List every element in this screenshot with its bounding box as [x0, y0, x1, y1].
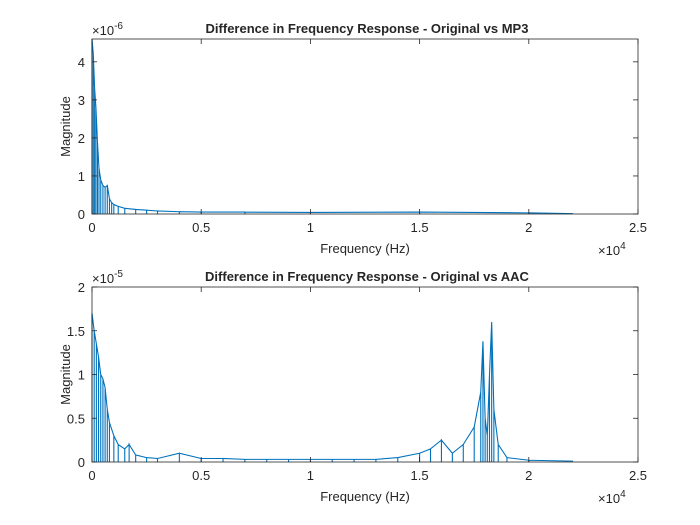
x-tick-label: 1.5	[411, 468, 429, 483]
x-exponent-base: ×10	[598, 243, 620, 258]
x-tick-label: 0.5	[192, 220, 210, 235]
subplot-2: 0 0.5 1 1.5 2 2.5 0 0.5 1 1.5 2 Difference in Frequ…	[58, 269, 647, 506]
x-tick-label: 1	[307, 220, 314, 235]
y-exponent-label: ×10-6	[92, 21, 123, 38]
y-tick-label: 1.5	[67, 324, 85, 339]
y-tick-label: 4	[78, 55, 85, 70]
y-tick-label: 0.5	[67, 411, 85, 426]
x-exponent-label: ×104	[598, 241, 626, 258]
x-tick-label: 0	[88, 468, 95, 483]
y-tick-label: 1	[78, 368, 85, 383]
x-axis-label: Frequency (Hz)	[320, 241, 410, 256]
x-tick-label: 2.5	[629, 468, 647, 483]
y-tick-label: 1	[78, 169, 85, 184]
plot-area	[92, 287, 638, 462]
x-tick-label: 2	[525, 468, 532, 483]
plot-title: Difference in Frequency Response - Origi…	[206, 21, 529, 36]
x-tick-label: 2.5	[629, 220, 647, 235]
subplot-1: 0 0.5 1 1.5 2 2.5 0 1 2 3 4 Difference in Frequency…	[58, 21, 647, 258]
y-exponent-base: ×10	[92, 23, 114, 38]
x-tick-label: 0	[88, 220, 95, 235]
x-tick-label: 1	[307, 468, 314, 483]
y-tick-label: 2	[78, 131, 85, 146]
y-axis-label: Magnitude	[58, 344, 73, 405]
plot-title: Difference in Frequency Response - Origi…	[205, 269, 529, 284]
plot-area	[92, 39, 638, 214]
x-exponent-label: ×104	[598, 489, 626, 506]
x-tick-label: 2	[525, 220, 532, 235]
y-exponent-power: -5	[114, 269, 123, 280]
series-line-1	[91, 313, 574, 462]
y-tick-label: 0	[78, 207, 85, 222]
axes-box	[91, 38, 639, 215]
y-tick-label: 3	[78, 93, 85, 108]
y-tick-label: 2	[78, 280, 85, 295]
x-exponent-power: 4	[620, 489, 626, 500]
y-exponent-label: ×10-5	[92, 269, 123, 286]
x-exponent-base: ×10	[598, 491, 620, 506]
y-axis-label: Magnitude	[58, 96, 73, 157]
y-exponent-base: ×10	[92, 271, 114, 286]
x-exponent-power: 4	[620, 241, 626, 252]
y-exponent-power: -6	[114, 21, 123, 32]
y-tick-label: 0	[78, 455, 85, 470]
x-tick-label: 1.5	[411, 220, 429, 235]
x-axis-label: Frequency (Hz)	[320, 489, 410, 504]
x-tick-label: 0.5	[192, 468, 210, 483]
